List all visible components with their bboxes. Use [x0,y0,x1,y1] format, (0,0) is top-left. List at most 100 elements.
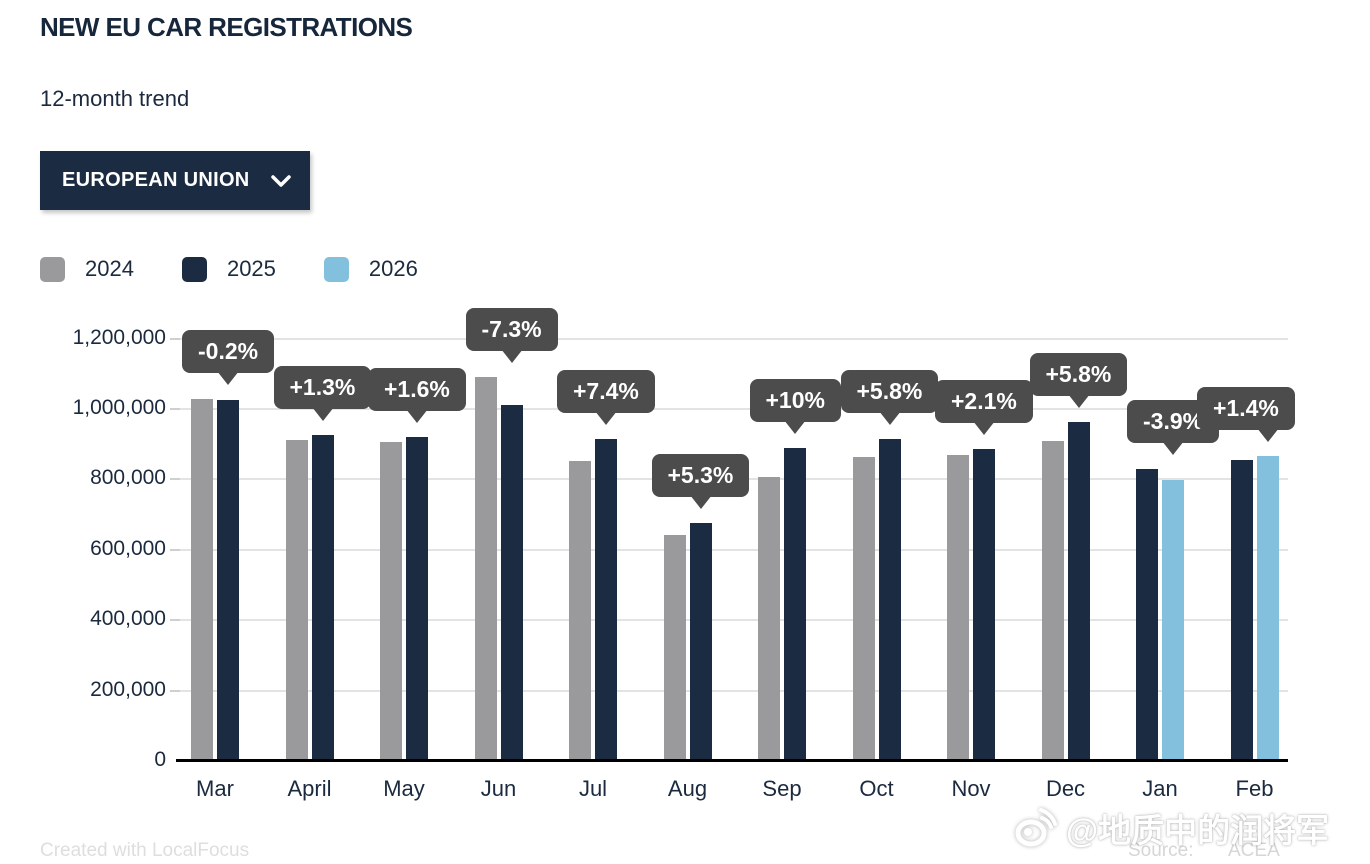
y-axis-tick-label: 600,000 [90,536,166,560]
gridline [178,337,1288,340]
watermark: @地质中的润将军 [1012,804,1329,852]
bar-2024-nov[interactable] [947,455,969,761]
change-tooltip-caret [217,371,239,386]
change-tooltip-nov: +2.1% [935,379,1033,423]
legend-swatch-2024 [40,256,65,282]
bar-2025-aug[interactable] [689,522,712,761]
change-tooltip-caret [973,420,995,435]
x-axis-label-may: May [383,776,425,801]
bar-2024-jul[interactable] [569,461,591,761]
source-label: Source: [1128,840,1194,861]
axis-tick [170,619,180,622]
legend: 2024 2025 2026 [40,256,466,282]
weibo-logo-icon [1012,808,1058,848]
bar-2025-dec[interactable] [1067,422,1090,761]
bar-2024-dec[interactable] [1041,440,1064,761]
legend-item-2025[interactable]: 2025 [181,256,276,282]
x-axis-label-april: April [287,776,332,801]
source-value: ACEA [1228,840,1280,861]
change-tooltip-caret [1162,440,1184,455]
axis-tick [170,478,180,481]
change-tooltip-caret [689,494,712,509]
legend-item-2026[interactable]: 2026 [323,256,418,282]
region-dropdown-label: EUROPEAN UNION [62,169,250,191]
axis-tick [170,548,180,551]
gridline [178,619,1288,622]
created-with-credit: Created with LocalFocus [40,840,250,861]
bar-2025-jul[interactable] [595,438,617,761]
bar-2025-nov[interactable] [973,448,995,761]
region-dropdown[interactable]: EUROPEAN UNION [40,151,310,210]
y-axis-tick-label: 0 [154,748,166,771]
legend-item-2024[interactable]: 2024 [40,256,134,282]
change-tooltip-mar: -0.2% [182,330,275,374]
bar-2024-april[interactable] [285,439,308,761]
change-tooltip-may: +1.6% [368,367,466,411]
change-tooltip-caret [311,407,334,422]
x-axis-label-feb: Feb [1235,776,1274,801]
legend-label-2025: 2025 [226,256,276,281]
x-axis-label-sep: Sep [762,776,802,801]
legend-label-2026: 2026 [368,256,418,281]
change-tooltip-sep: +10% [749,379,841,423]
axis-tick [170,408,180,410]
bar-2024-aug[interactable] [663,534,686,761]
change-tooltip-april: +1.3% [273,366,372,410]
bar-2025-oct[interactable] [878,438,901,761]
x-axis-label-aug: Aug [667,776,708,801]
change-tooltip-caret [500,349,523,364]
y-axis-tick-label: 1,200,000 [72,325,166,349]
change-tooltip-dec: +5.8% [1029,353,1128,397]
legend-swatch-2026 [323,256,349,282]
axis-tick [170,337,180,340]
change-tooltip-caret [406,408,428,423]
y-axis-tick-label: 400,000 [90,607,166,631]
bar-2024-oct[interactable] [852,456,875,761]
watermark-text: @地质中的润将军 [1066,812,1330,849]
x-axis-label-jan: Jan [1142,776,1178,801]
bar-2024-mar[interactable] [191,399,213,761]
bar-2025-may[interactable] [406,436,428,761]
bar-2026-jan[interactable] [1162,480,1184,761]
change-tooltip-jul: +7.4% [557,369,655,413]
change-tooltip-caret [595,410,617,425]
bar-2026-feb[interactable] [1256,455,1279,761]
page-subtitle: 12-month trend [40,86,190,111]
x-axis-label-jul: Jul [578,776,608,801]
page-title: NEW EU CAR REGISTRATIONS [40,12,413,42]
bar-2024-may[interactable] [380,441,402,761]
legend-label-2024: 2024 [85,256,134,281]
y-axis-tick-label: 800,000 [90,466,166,490]
gridline [178,548,1288,551]
change-tooltip-caret [784,420,806,435]
change-tooltip-aug: +5.3% [651,453,750,497]
bar-2025-feb[interactable] [1230,460,1253,761]
change-tooltip-caret [878,410,901,425]
change-tooltip-jun: -7.3% [465,308,558,352]
legend-swatch-2025 [181,256,207,282]
bar-2024-jun[interactable] [474,377,497,761]
bar-2025-jan[interactable] [1136,468,1158,761]
gridline [178,689,1288,692]
bar-2025-sep[interactable] [784,448,806,761]
change-tooltip-caret [1067,394,1090,409]
bar-2025-mar[interactable] [217,399,239,761]
x-axis-line [176,759,1288,762]
change-tooltip-feb: +1.4% [1197,386,1295,430]
chevron-down-icon [270,174,292,188]
x-axis-label-jun: Jun [480,776,517,801]
axis-tick [170,689,180,692]
bar-2025-april[interactable] [311,435,334,761]
x-axis-label-dec: Dec [1045,776,1086,801]
y-axis-tick-label: 200,000 [90,677,166,701]
change-tooltip-oct: +5.8% [840,369,939,413]
bar-2025-jun[interactable] [500,405,523,761]
x-axis-label-mar: Mar [196,776,234,801]
x-axis-label-nov: Nov [951,776,991,801]
change-tooltip-caret [1256,427,1279,442]
x-axis-label-oct: Oct [859,776,894,801]
bar-2024-sep[interactable] [758,476,780,761]
gridline [178,408,1288,410]
